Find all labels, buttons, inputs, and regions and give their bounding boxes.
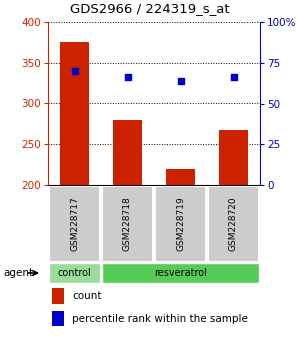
Text: resveratrol: resveratrol <box>154 268 207 278</box>
Text: GSM228719: GSM228719 <box>176 196 185 251</box>
Bar <box>60 42 89 185</box>
Point <box>72 68 77 74</box>
Bar <box>113 120 142 185</box>
Text: percentile rank within the sample: percentile rank within the sample <box>72 314 248 324</box>
Bar <box>49 186 100 262</box>
Text: count: count <box>72 291 102 301</box>
Point <box>125 75 130 80</box>
Bar <box>49 263 100 283</box>
Text: GSM228720: GSM228720 <box>229 197 238 251</box>
Text: GSM228718: GSM228718 <box>123 196 132 251</box>
Bar <box>219 130 248 185</box>
Bar <box>101 263 260 283</box>
Bar <box>154 186 206 262</box>
Text: control: control <box>58 268 92 278</box>
Bar <box>166 169 195 185</box>
Bar <box>101 186 154 262</box>
Point <box>178 78 183 84</box>
Text: GDS2966 / 224319_s_at: GDS2966 / 224319_s_at <box>70 2 230 15</box>
Text: agent: agent <box>3 268 33 278</box>
Bar <box>52 311 64 326</box>
Bar <box>52 288 64 304</box>
Bar <box>208 186 260 262</box>
Text: GSM228717: GSM228717 <box>70 196 79 251</box>
Point <box>231 75 236 80</box>
